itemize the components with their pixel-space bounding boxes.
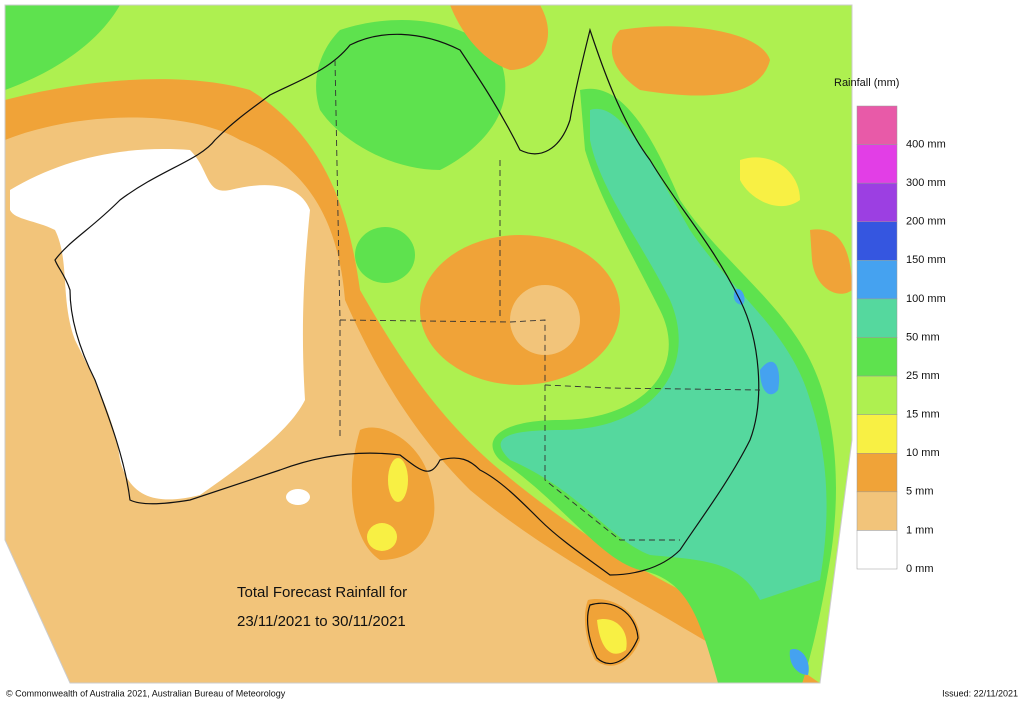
state-border: [544, 385, 680, 541]
legend-label: 100 mm: [906, 293, 946, 305]
legend-label: 150 mm: [906, 254, 946, 266]
coastline: [54, 27, 760, 576]
map: Total Forecast Rainfall for 23/11/2021 t…: [4, 4, 853, 684]
rain-zone: [355, 227, 415, 283]
rain-zone: [611, 26, 770, 96]
copyright: © Commonwealth of Australia 2021, Austra…: [6, 688, 286, 698]
legend-label: 300 mm: [906, 177, 946, 189]
legend-label: 0 mm: [906, 563, 934, 575]
legend-label: 10 mm: [906, 447, 940, 459]
issued-date: Issued: 22/11/2021: [942, 688, 1018, 698]
legend-label: 25 mm: [906, 370, 940, 382]
legend-label: 200 mm: [906, 216, 946, 228]
legend-label: 50 mm: [906, 331, 940, 343]
legend-swatch: [856, 221, 898, 261]
rain-zone: [760, 361, 780, 395]
legend-label: 1 mm: [906, 524, 934, 536]
state-border: [339, 319, 761, 391]
legend-swatch: [856, 530, 898, 570]
rain-zone: [597, 619, 627, 654]
legend-swatch: [856, 491, 898, 531]
rain-zone: [500, 108, 827, 600]
legend-swatch: [856, 414, 898, 454]
legend-label: 400 mm: [906, 138, 946, 150]
coastline: [587, 602, 639, 664]
map-caption: Total Forecast Rainfall for: [237, 584, 407, 601]
rain-zone: [388, 458, 408, 502]
legend-swatch: [856, 453, 898, 493]
rain-zone: [789, 649, 809, 675]
legend-swatch: [856, 105, 898, 145]
legend-label: 15 mm: [906, 409, 940, 421]
rain-zone: [810, 229, 852, 294]
legend-swatch: [856, 260, 898, 300]
legend-swatch: [856, 375, 898, 415]
legend-label: 5 mm: [906, 486, 934, 498]
legend-title: Rainfall (mm): [834, 77, 899, 89]
rain-zone: [450, 5, 549, 70]
legend-swatch: [856, 182, 898, 223]
rain-zone: [5, 5, 120, 90]
map-caption: 23/11/2021 to 30/11/2021: [237, 613, 406, 630]
legend-swatch: [856, 144, 898, 184]
legend-swatch: [856, 337, 898, 377]
rain-zone: [286, 489, 310, 505]
map-frame: [4, 4, 853, 684]
legend: Rainfall (mm) 400 mm 300 mm 200 mm 150 mm 10…: [834, 77, 946, 575]
rain-zone: [316, 20, 506, 170]
rain-zone: [740, 157, 800, 207]
rain-zone: [10, 149, 310, 500]
legend-swatch: [856, 298, 898, 338]
rain-zone: [367, 523, 397, 551]
